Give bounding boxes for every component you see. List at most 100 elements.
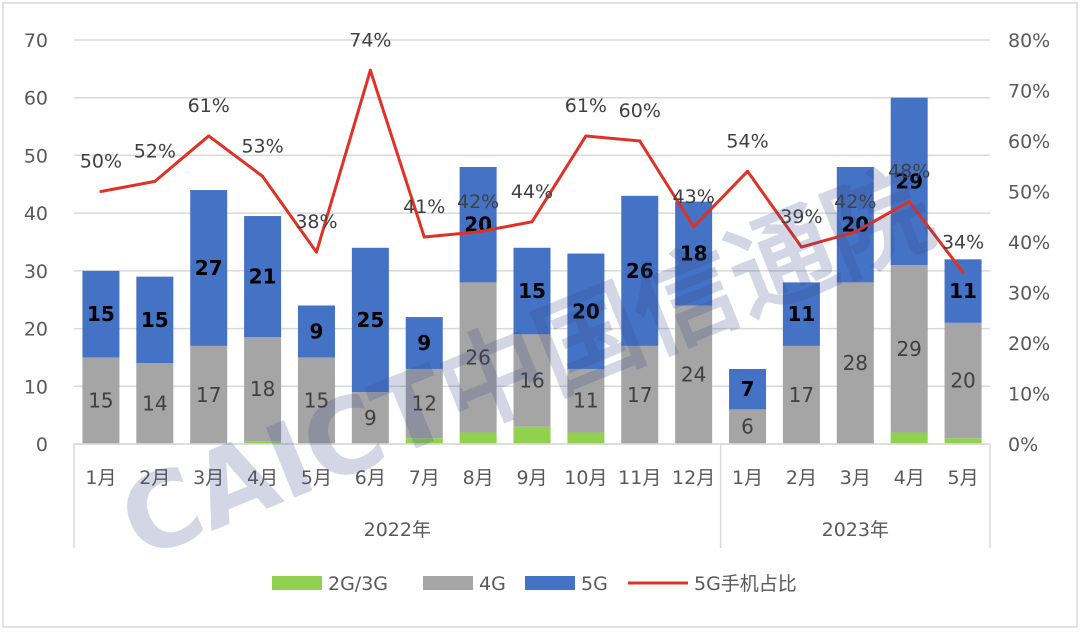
bar-value-label: 17: [627, 383, 652, 407]
x-tick-label: 9月: [516, 467, 547, 489]
bar-segment: [82, 357, 120, 444]
line-value-label: 41%: [403, 196, 445, 218]
bar-data-labels: 15 15 14 15 17 27 18 21 15 9 9 25 12 9 26 20 16 15 11 20 17 2…: [87, 169, 977, 438]
y-left-tick-label: 40: [24, 203, 48, 225]
bar-segment: [567, 432, 605, 444]
line-point: [638, 139, 642, 143]
x-axis: 1月 2月 3月 4月 5月 6月 7月 8月 9月 10月 11月 12月 2022年 1月 2月 3月 4月…: [73, 443, 991, 548]
bar-segment: [729, 409, 767, 444]
y-left-tick-label: 50: [24, 145, 48, 167]
line-value-label: 44%: [511, 181, 553, 203]
bar-segment: [405, 368, 443, 439]
bar-segment: [244, 441, 282, 444]
line-point: [99, 190, 103, 193]
line-value-label: 60%: [619, 100, 661, 122]
legend: 2G/3G 4G 5G 5G手机占比: [272, 573, 797, 595]
bar-value-label: 24: [681, 363, 706, 387]
x-tick-label: 5月: [948, 467, 979, 489]
line-value-label: 53%: [241, 135, 283, 157]
y-left-tick-label: 10: [24, 376, 48, 398]
line-value-label: 38%: [295, 211, 337, 233]
y-axis-right: 0% 10% 20% 30% 40% 50% 60% 70% 80%: [1008, 30, 1050, 456]
bar-segment: [82, 270, 120, 358]
legend-label: 5G: [581, 573, 608, 595]
bar-value-label: 18: [250, 377, 275, 401]
bar-segment: [297, 305, 335, 358]
bar-segment: [459, 282, 497, 433]
bar-segment: [782, 282, 820, 346]
bar-segment: [836, 282, 874, 444]
legend-label: 2G/3G: [328, 573, 388, 595]
x-tick-label: 3月: [193, 467, 224, 489]
line-point: [153, 179, 157, 183]
y-left-tick-label: 70: [24, 30, 48, 52]
line-point: [961, 270, 965, 274]
line-point: [207, 134, 211, 138]
line-value-label: 52%: [134, 140, 176, 162]
line-value-label: 43%: [673, 186, 715, 208]
bar-value-label: 29: [896, 337, 921, 361]
line-point: [368, 68, 372, 72]
line-value-label: 39%: [780, 206, 822, 228]
bar-segment: [621, 345, 659, 444]
line-value-label: 42%: [457, 191, 499, 213]
y-right-tick-label: 70%: [1008, 81, 1050, 103]
x-tick-label: 4月: [894, 467, 925, 489]
bar-segment: [136, 363, 174, 444]
bar-segment: [244, 216, 282, 338]
x-tick-label: 11月: [618, 467, 661, 489]
y-right-tick-label: 30%: [1008, 283, 1050, 305]
legend-swatch: [525, 576, 575, 590]
line-point: [314, 250, 318, 254]
bar-segment: [136, 276, 174, 364]
bar-segment: [567, 368, 605, 433]
bar-value-label: 21: [249, 265, 277, 289]
line-value-label: 61%: [188, 95, 230, 117]
bar-value-label: 7: [741, 377, 755, 401]
bar-marks: [82, 97, 982, 444]
bar-value-label: 15: [518, 279, 546, 303]
y-right-tick-label: 10%: [1008, 384, 1050, 406]
x-tick-label: 7月: [409, 467, 440, 489]
legend-label: 5G手机占比: [694, 573, 797, 595]
y-right-tick-label: 60%: [1008, 131, 1050, 153]
line-series: [99, 68, 965, 274]
y-right-tick-label: 50%: [1008, 182, 1050, 204]
line-point: [530, 220, 534, 224]
bar-segment: [675, 305, 713, 444]
y-left-tick-label: 0: [36, 434, 48, 456]
x-group-label: 2023年: [822, 519, 889, 541]
bar-value-label: 9: [310, 319, 324, 343]
x-tick-label: 2月: [786, 467, 817, 489]
bar-value-label: 15: [304, 389, 329, 413]
bar-segment: [459, 166, 497, 283]
bar-segment: [244, 337, 282, 442]
line-value-label: 34%: [942, 231, 984, 253]
bar-value-label: 11: [573, 389, 598, 413]
y-right-tick-label: 20%: [1008, 333, 1050, 355]
bar-segment: [513, 247, 551, 335]
bar-value-label: 26: [465, 345, 490, 369]
x-tick-label: 6月: [355, 467, 386, 489]
bar-value-label: 6: [741, 415, 754, 439]
bar-value-label: 16: [519, 369, 544, 393]
x-tick-label: 5月: [301, 467, 332, 489]
x-tick-label: 4月: [247, 467, 278, 489]
line-point: [907, 200, 911, 204]
line-data-labels: 50% 52% 61% 53% 38% 74% 41% 42% 44% 61% 60% 43% 54% 3…: [80, 29, 984, 253]
bar-segment: [944, 322, 982, 439]
bar-segment: [890, 97, 928, 266]
legend-label: 4G: [479, 573, 506, 595]
line-point: [422, 235, 426, 239]
bar-segment: [405, 317, 443, 369]
bar-segment: [675, 201, 713, 306]
bar-value-label: 9: [417, 331, 431, 355]
y-left-tick-label: 20: [24, 319, 48, 341]
bar-value-label: 12: [412, 392, 437, 416]
bar-value-label: 25: [356, 308, 384, 332]
bar-segment: [944, 438, 982, 444]
bar-segment: [405, 438, 443, 444]
line-value-label: 42%: [834, 191, 876, 213]
bar-value-label: 20: [572, 299, 600, 323]
